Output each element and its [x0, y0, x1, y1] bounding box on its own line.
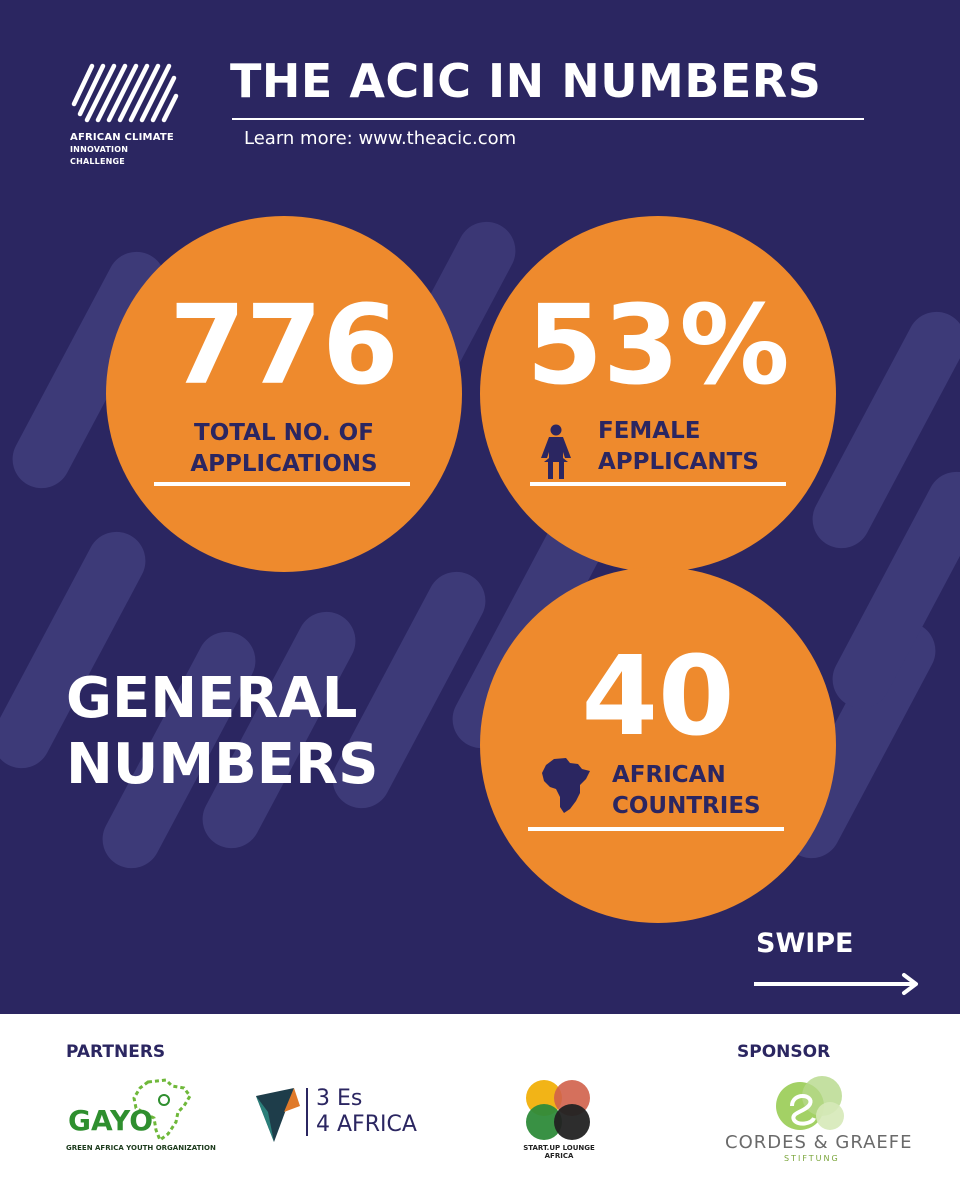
stat-circle-applications: 776 TOTAL NO. OF APPLICATIONS	[106, 216, 462, 572]
title-underline	[232, 118, 864, 120]
stat-circle-countries: 40 AFRICAN COUNTRIES	[480, 567, 836, 923]
stat-circle-female: 53% FEMALE APPLICANTS	[480, 216, 836, 572]
gayo-logo: GAYO GREEN AFRICA YOUTH ORGANIZATION	[66, 1078, 216, 1160]
cordes-graefe-name: CORDES & GRAEFE	[725, 1132, 913, 1153]
partners-heading: PARTNERS	[66, 1042, 166, 1062]
stat-label-line1: TOTAL NO. OF	[194, 420, 374, 446]
gayo-africa-icon	[132, 1078, 192, 1142]
stat-underline	[530, 482, 786, 486]
logo-line1: AFRICAN CLIMATE	[70, 132, 174, 143]
3es-logo-icon	[256, 1088, 300, 1142]
stat-number: 53%	[526, 281, 790, 409]
sponsor-heading: SPONSOR	[737, 1042, 831, 1062]
stat-label-line2: COUNTRIES	[612, 793, 761, 819]
sul-line1: START.UP LOUNGE	[523, 1144, 595, 1152]
startup-lounge-text: START.UP LOUNGE AFRICA	[521, 1144, 597, 1160]
learn-more-link[interactable]: Learn more: www.theacic.com	[244, 128, 517, 149]
stat-label-line2: APPLICATIONS	[190, 451, 378, 477]
stat-label: AFRICAN COUNTRIES	[612, 760, 761, 822]
acic-logo-mark-icon	[71, 63, 179, 123]
page-title: THE ACIC IN NUMBERS	[230, 54, 822, 108]
stat-label-line2: APPLICANTS	[598, 449, 759, 475]
footer-partners: PARTNERS SPONSOR GAYO GREEN AFRICA YOUTH…	[0, 1014, 960, 1200]
stat-label-line1: FEMALE	[598, 418, 701, 444]
stat-label: FEMALE APPLICANTS	[598, 416, 759, 478]
section-heading-line2: NUMBERS	[66, 732, 379, 797]
stat-underline	[528, 827, 784, 831]
logo-text: AFRICAN CLIMATE INNOVATION CHALLENGE	[70, 132, 182, 168]
section-heading: GENERAL NUMBERS	[66, 666, 378, 798]
stat-number: 776	[169, 281, 399, 409]
startup-lounge-logo-icon	[526, 1080, 590, 1140]
gayo-tagline: GREEN AFRICA YOUTH ORGANIZATION	[66, 1144, 216, 1152]
acic-logo: AFRICAN CLIMATE INNOVATION CHALLENGE	[70, 62, 182, 168]
stat-label: TOTAL NO. OF APPLICATIONS	[106, 418, 462, 480]
3es-line2: 4 AFRICA	[316, 1112, 417, 1137]
cordes-graefe-logo-icon	[776, 1076, 844, 1130]
3es-wordmark: 3 Es 4 AFRICA	[316, 1086, 417, 1138]
swipe-label[interactable]: SWIPE	[756, 928, 854, 959]
cordes-graefe-sub: STIFTUNG	[784, 1154, 840, 1163]
stat-number: 40	[581, 632, 735, 760]
section-heading-line1: GENERAL	[66, 666, 358, 731]
3es-divider	[306, 1088, 308, 1136]
stat-label-line1: AFRICAN	[612, 762, 726, 788]
gayo-wordmark: GAYO	[68, 1104, 154, 1137]
africa-map-icon	[542, 758, 590, 813]
female-icon	[541, 424, 571, 479]
3es-line1: 3 Es	[316, 1086, 363, 1111]
stat-underline	[154, 482, 410, 486]
arrow-right-icon[interactable]	[754, 970, 924, 998]
sul-line2: AFRICA	[544, 1152, 574, 1160]
logo-line2: INNOVATION CHALLENGE	[70, 145, 129, 166]
